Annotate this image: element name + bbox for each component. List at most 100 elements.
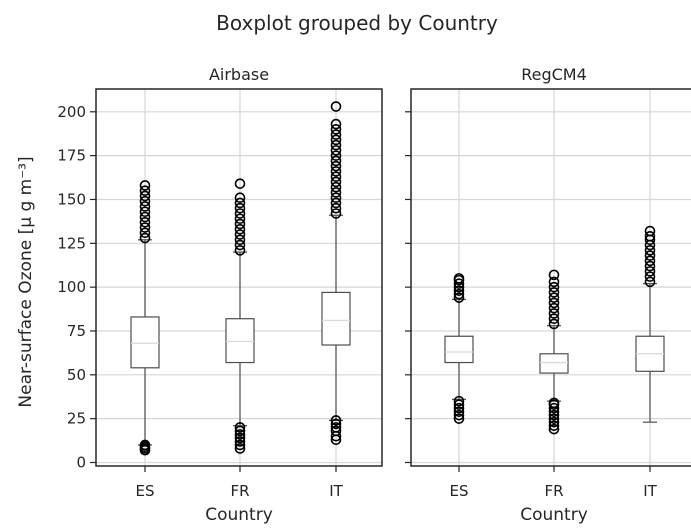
outlier-point <box>330 422 342 433</box>
iqr-box <box>321 291 351 346</box>
panel-airbase-title: Airbase <box>209 65 269 84</box>
outlier-point <box>139 185 151 197</box>
outlier-point <box>453 413 465 424</box>
outlier-point <box>548 308 560 319</box>
outlier-point <box>330 124 342 135</box>
outlier-point <box>234 425 246 437</box>
outlier-point <box>139 195 151 207</box>
outlier-point <box>330 192 342 204</box>
y-tick-label: 25 <box>67 410 86 428</box>
airbase-box-es <box>130 180 160 456</box>
y-tick-label: 50 <box>67 366 86 384</box>
outlier-point <box>548 281 560 293</box>
outlier-point <box>234 213 246 225</box>
outlier-point <box>330 118 342 130</box>
x-tick-label: FR <box>544 482 563 500</box>
y-tick-label: 125 <box>57 234 86 252</box>
outlier-point <box>139 190 151 202</box>
figure-suptitle: Boxplot grouped by Country <box>216 11 498 35</box>
outlier-point <box>330 129 342 140</box>
outlier-point <box>453 292 465 303</box>
outlier-point <box>139 201 151 212</box>
outlier-point <box>548 302 560 314</box>
outlier-point <box>548 402 560 414</box>
regcm4-box-fr <box>539 269 569 435</box>
iqr-box <box>539 353 569 374</box>
outlier-point <box>644 225 656 237</box>
outlier-point <box>548 276 560 288</box>
outlier-point <box>644 266 656 277</box>
outlier-point <box>330 139 342 151</box>
outlier-point <box>548 269 560 281</box>
iqr-box <box>225 318 255 364</box>
outlier-point <box>548 397 560 409</box>
outlier-point <box>644 230 656 242</box>
outlier-point <box>234 208 246 219</box>
panel-airbase-x-axis-label: Country <box>205 505 273 525</box>
outlier-point <box>453 278 465 289</box>
outlier-point <box>644 260 656 272</box>
y-tick-label: 150 <box>57 190 86 208</box>
outlier-point <box>548 409 560 421</box>
outlier-point <box>548 292 560 303</box>
y-tick-label: 0 <box>76 453 86 471</box>
outlier-point <box>548 420 560 431</box>
panel-regcm4-title: RegCM4 <box>521 65 587 84</box>
outlier-point <box>139 180 151 191</box>
panel-airbase-frame <box>95 88 383 467</box>
outlier-point <box>234 178 246 189</box>
outlier-point <box>330 155 342 167</box>
outlier-point <box>234 223 246 235</box>
panel-airbase-grid <box>96 89 382 466</box>
outlier-point <box>234 429 246 440</box>
outlier-point <box>330 197 342 209</box>
iqr-box <box>130 316 160 369</box>
outlier-point <box>330 415 342 426</box>
outlier-point <box>330 181 342 193</box>
x-tick-label: ES <box>136 482 155 500</box>
outlier-point <box>644 255 656 267</box>
outlier-point <box>644 271 656 282</box>
panel-airbase-ticks: 0 25 50 75 100 125 150 175 200 ES FR IT <box>57 103 343 500</box>
outlier-point <box>548 423 560 435</box>
x-tick-label: FR <box>230 482 249 500</box>
outlier-point <box>548 416 560 428</box>
outlier-point <box>139 206 151 218</box>
outlier-point <box>234 422 246 433</box>
outlier-point <box>234 443 246 454</box>
outlier-point <box>548 313 560 325</box>
outlier-point <box>234 245 246 256</box>
outlier-point <box>548 297 560 309</box>
x-tick-label: IT <box>329 482 343 500</box>
outlier-point <box>139 232 151 244</box>
outlier-point <box>234 432 246 444</box>
outlier-point <box>330 425 342 437</box>
panel-airbase-marks <box>130 101 351 456</box>
regcm4-box-es <box>444 273 474 424</box>
panel-airbase: 0 25 50 75 100 125 150 175 200 ES FR IT Airbase Cou… <box>57 65 383 525</box>
outlier-point <box>644 250 656 261</box>
panel-regcm4-x-axis-label: Country <box>520 505 588 525</box>
y-axis-label: Near-surface Ozone [μ g m⁻³] <box>16 156 36 407</box>
outlier-point <box>234 439 246 451</box>
outlier-point <box>330 176 342 188</box>
y-tick-label: 200 <box>57 103 86 121</box>
outlier-point <box>453 288 465 300</box>
outlier-point <box>453 395 465 407</box>
y-tick-label: 75 <box>67 322 86 340</box>
iqr-box <box>444 335 474 364</box>
outlier-point <box>330 166 342 177</box>
airbase-box-it <box>321 101 351 445</box>
outlier-point <box>330 418 342 430</box>
outlier-point <box>453 273 465 284</box>
outlier-point <box>234 229 246 240</box>
outlier-point <box>453 406 465 417</box>
outlier-point <box>330 187 342 198</box>
outlier-point <box>330 171 342 182</box>
outlier-point <box>330 134 342 146</box>
outlier-point <box>234 218 246 230</box>
regcm4-box-it <box>635 225 665 423</box>
outlier-point <box>139 222 151 233</box>
outlier-point <box>644 276 656 288</box>
y-tick-label: 175 <box>57 147 86 165</box>
